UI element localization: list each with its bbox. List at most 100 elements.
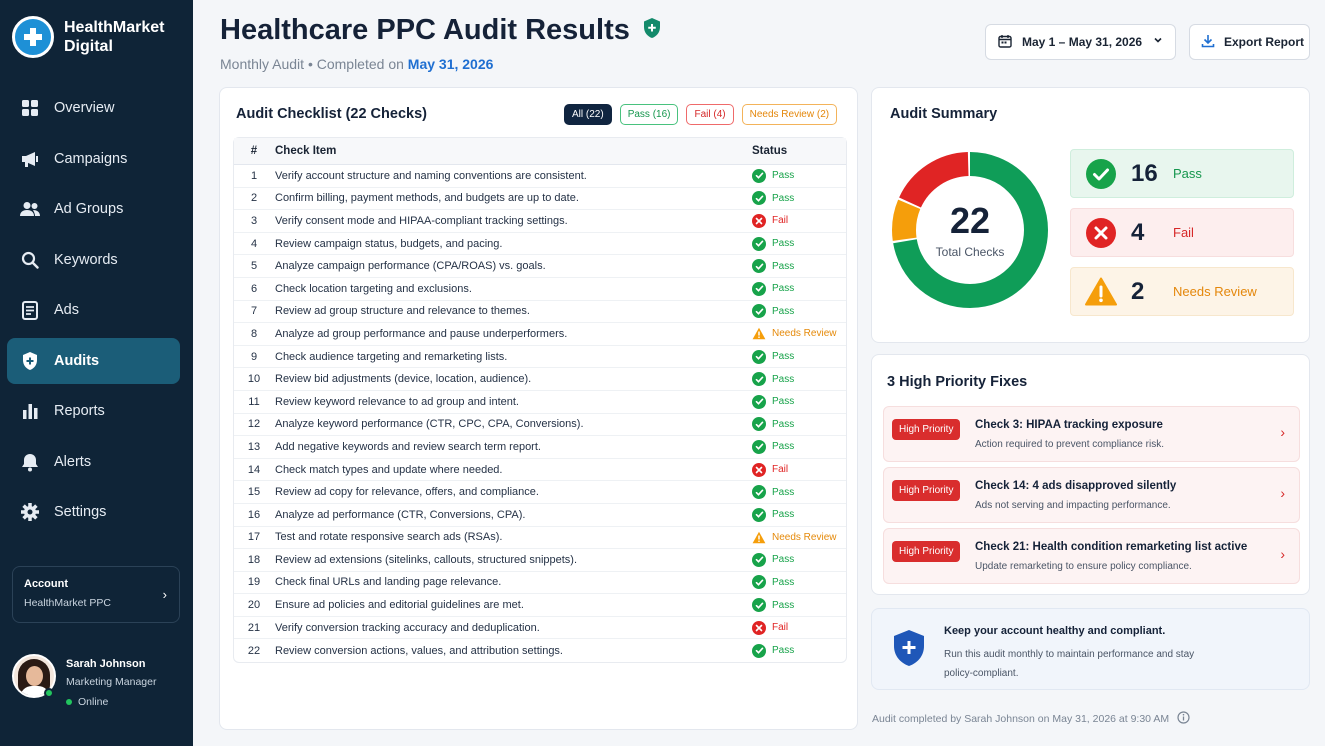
table-row[interactable]: 9 Check audience targeting and remarketin… [234,346,846,369]
table-row[interactable]: 20 Ensure ad policies and editorial guide… [234,594,846,617]
table-row[interactable]: 14 Check match types and update where nee… [234,459,846,482]
check-circle-icon [752,372,766,387]
account-name: HealthMarket PPC [24,597,111,609]
table-row[interactable]: 8 Analyze ad group performance and pause … [234,323,846,346]
row-status: Pass [752,259,794,274]
row-status-text: Pass [772,599,795,611]
check-circle-icon [752,281,766,296]
sidebar-item-audits[interactable]: Audits [7,337,180,384]
priority-fix-item[interactable]: High Priority Check 3: HIPAA tracking ex… [883,406,1300,462]
row-check-item: Review ad group structure and relevance … [275,305,530,318]
row-check-item: Check match types and update where neede… [275,463,503,476]
priority-fix-item[interactable]: High Priority Check 21: Health condition… [883,528,1300,584]
row-status-text: Pass [772,576,795,588]
pass-count: 16 [1131,159,1158,187]
row-number: 10 [247,373,261,386]
table-row[interactable]: 10 Review bid adjustments (device, locati… [234,368,846,391]
table-row[interactable]: 17 Test and rotate responsive search ads … [234,527,846,550]
table-row[interactable]: 6 Check location targeting and exclusions… [234,278,846,301]
high-priority-fixes-card: 3 High Priority Fixes High Priority Chec… [871,354,1310,595]
column-header-number: # [250,145,258,157]
medical-cross-logo-icon [12,16,54,58]
table-row[interactable]: 1 Verify account structure and naming con… [234,165,846,188]
status-filters: All (22) Pass (16) Fail (4) Needs Review… [564,104,845,125]
row-check-item: Analyze campaign performance (CPA/ROAS) … [275,260,546,273]
sidebar-item-label: Ad Groups [54,201,124,217]
row-status: Pass [752,281,795,296]
account-switcher[interactable]: Account HealthMarket PPC › [12,566,180,623]
sidebar-item-settings[interactable]: Settings [7,489,180,535]
row-number: 7 [250,305,258,318]
row-number: 13 [247,440,261,453]
sidebar-item-ad-groups[interactable]: Ad Groups [7,186,180,232]
row-check-item: Review keyword relevance to ad group and… [275,395,519,408]
page-subtitle: Monthly Audit • Completed on May 31, 202… [220,56,493,72]
table-row[interactable]: 3 Verify consent mode and HIPAA-compliant… [234,210,846,233]
sidebar-item-keywords[interactable]: Keywords [7,237,180,283]
priority-fix-item[interactable]: High Priority Check 14: 4 ads disapprove… [883,467,1300,523]
row-status: Pass [752,304,795,319]
check-circle-icon [1085,158,1117,190]
table-row[interactable]: 15 Review ad copy for relevance, offers, … [234,481,846,504]
table-row[interactable]: 5 Analyze campaign performance (CPA/ROAS)… [234,255,846,278]
table-row[interactable]: 12 Analyze keyword performance (CTR, CPC,… [234,414,846,437]
check-circle-icon [752,552,766,567]
row-status-text: Pass [772,441,795,453]
audit-checklist-card: Audit Checklist (22 Checks) All (22) Pas… [219,87,858,730]
row-status-text: Pass [772,238,795,250]
table-row[interactable]: 2 Confirm billing, payment methods, and b… [234,188,846,211]
row-check-item: Test and rotate responsive search ads (R… [275,531,503,544]
table-row[interactable]: 13 Add negative keywords and review searc… [234,436,846,459]
sidebar-item-campaigns[interactable]: Campaigns [7,136,180,182]
table-header: # Check Item Status [234,138,846,165]
table-row[interactable]: 4 Review campaign status, budgets, and pa… [234,233,846,256]
total-checks-value: 22 [949,200,991,241]
warning-triangle-icon [752,327,766,340]
warning-triangle-icon [1085,276,1117,308]
row-status: Pass [752,394,794,409]
table-row[interactable]: 19 Check final URLs and landing page rele… [234,572,846,595]
row-status: Pass [752,598,795,613]
sidebar-item-overview[interactable]: Overview [7,85,180,131]
filter-all-button[interactable]: All (22) [564,104,612,125]
table-row[interactable]: 22 Review conversion actions, values, and… [234,639,846,662]
info-icon[interactable] [1177,711,1190,727]
table-row[interactable]: 11 Review keyword relevance to ad group a… [234,391,846,414]
sidebar-item-reports[interactable]: Reports [7,388,180,434]
row-status: Pass [752,191,795,206]
filter-needs-review-button[interactable]: Needs Review (2) [741,104,838,125]
user-profile[interactable]: Sarah Johnson Marketing Manager Online [12,654,156,708]
filter-fail-button[interactable]: Fail (4) [686,104,734,125]
row-status-text: Pass [772,509,795,521]
sidebar-item-label: Alerts [54,453,92,470]
sidebar-item-label: Audits [54,352,100,369]
fix-title: Check 14: 4 ads disapproved silently [975,480,1177,492]
row-check-item: Review campaign status, budgets, and pac… [275,237,503,250]
fix-title: Check 3: HIPAA tracking exposure [975,419,1163,431]
table-row[interactable]: 18 Review ad extensions (sitelinks, callo… [234,549,846,572]
row-status-text: Pass [772,192,795,204]
table-row[interactable]: 7 Review ad group structure and relevance… [234,301,846,324]
table-row[interactable]: 21 Verify conversion tracking accuracy an… [234,617,846,640]
export-report-label: Export Report [1224,35,1305,49]
summary-donut-chart [892,152,1048,308]
filter-pass-button[interactable]: Pass (16) [619,104,679,125]
sidebar-item-ads[interactable]: Ads [7,287,180,333]
x-circle-icon [1085,217,1117,249]
chevron-down-icon [1153,35,1163,48]
table-row[interactable]: 16 Analyze ad performance (CTR, Conversio… [234,504,846,527]
tip-description: Run this audit monthly to maintain perfo… [944,649,1195,679]
subtitle-date: May 31, 2026 [407,56,494,72]
brand[interactable]: HealthMarket Digital [12,16,164,58]
column-header-check-item: Check Item [275,145,337,157]
compliance-tip-card: Keep your account healthy and compliant.… [871,608,1310,690]
export-report-button[interactable]: Export Report [1189,24,1310,60]
row-check-item: Review ad extensions (sitelinks, callout… [275,553,578,566]
row-status-text: Pass [772,283,795,295]
sidebar-item-label: Overview [54,100,115,116]
sidebar-nav: Overview Campaigns Ad Groups Keywords Ad… [7,85,180,540]
date-range-picker[interactable]: May 1 – May 31, 2026 [985,24,1176,60]
sidebar-item-alerts[interactable]: Alerts [7,439,180,485]
row-status-text: Pass [772,305,795,317]
avatar-online-indicator-icon [44,688,54,698]
